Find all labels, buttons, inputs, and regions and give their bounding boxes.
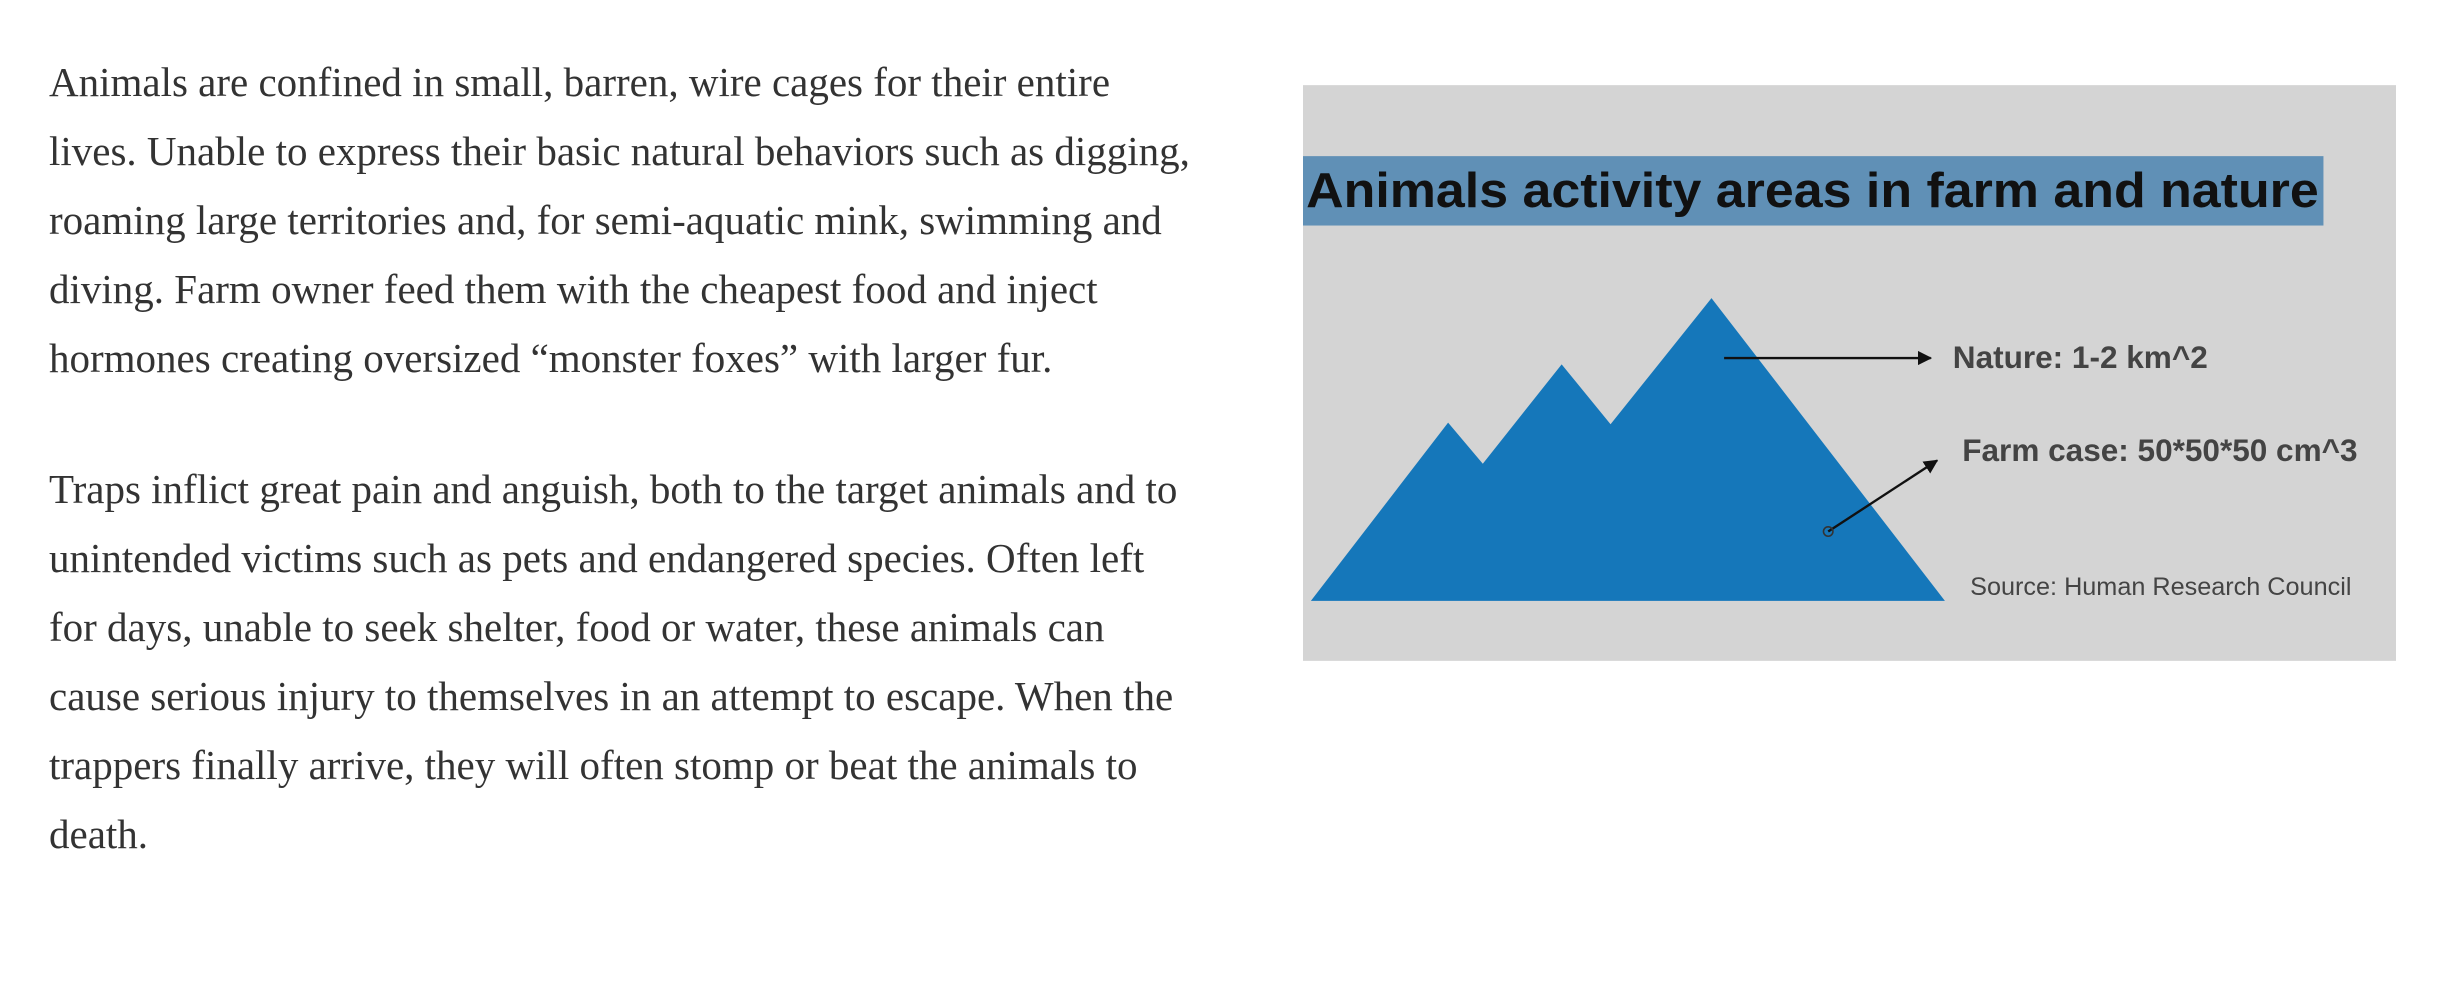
title-band <box>1303 156 2324 226</box>
figure-title: Animals activity areas in farm and natur… <box>1306 164 2319 218</box>
label: Nature: 1-2 km^2 <box>1953 339 2208 375</box>
paragraph: Traps inflict great pain and anguish, bo… <box>49 466 1178 857</box>
source: Source: Human Research Council <box>1970 573 2351 601</box>
mountain <box>1310 298 1945 601</box>
arrow-origin <box>1822 525 1834 538</box>
label: Farm case: 50*50*50 cm^3 <box>1962 432 2357 468</box>
article: Animals are confined in small, barren, w… <box>49 48 1199 931</box>
paragraph: Animals are confined in small, barren, w… <box>49 59 1190 381</box>
arrow <box>1827 459 1939 533</box>
infographic: Animals activity areas in farm and natur… <box>1303 85 2396 661</box>
